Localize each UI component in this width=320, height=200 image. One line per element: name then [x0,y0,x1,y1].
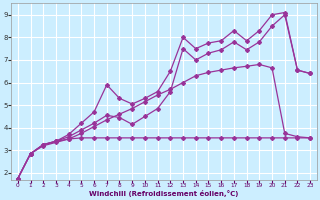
X-axis label: Windchill (Refroidissement éolien,°C): Windchill (Refroidissement éolien,°C) [89,190,239,197]
